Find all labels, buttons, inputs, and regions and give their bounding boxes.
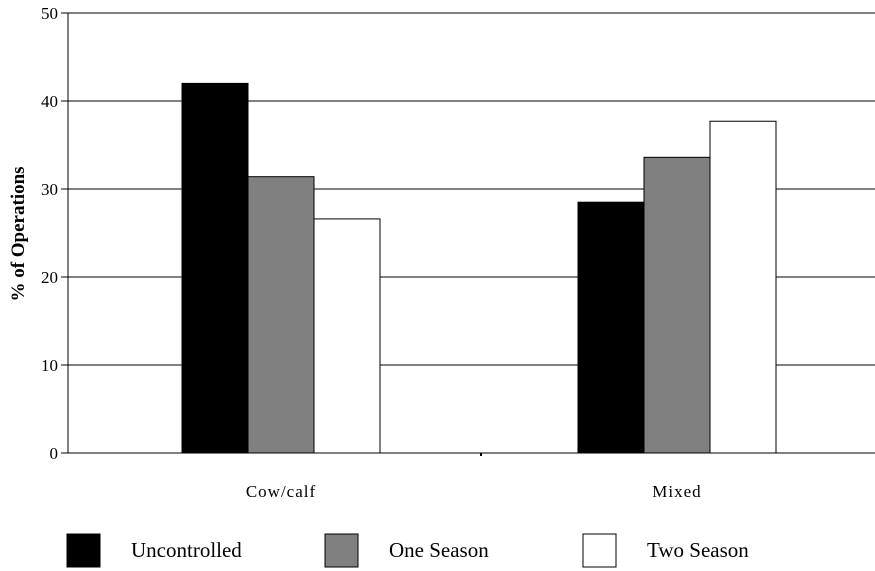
legend-item-uncontrolled: Uncontrolled: [66, 533, 242, 568]
y-tick-label: 50: [41, 4, 58, 23]
legend-item-two-season: Two Season: [582, 533, 749, 568]
x-tick-label: Mixed: [652, 482, 701, 501]
bar-uncontrolled-mixed: [577, 201, 645, 454]
y-axis-title: % of Operations: [8, 166, 29, 301]
legend-label: One Season: [389, 538, 489, 562]
bars: [181, 82, 777, 454]
legend-label: Two Season: [647, 538, 749, 562]
y-tick-label: 0: [50, 444, 59, 463]
legend-swatch: [582, 533, 617, 568]
legend-item-one-season: One Season: [324, 533, 489, 568]
legend: Uncontrolled One Season Two Season: [66, 533, 749, 568]
x-axis-ticks: Cow/calf Mixed: [246, 453, 701, 501]
y-tick-label: 10: [41, 356, 58, 375]
y-axis-ticks: 0 10 20 30 40 50: [41, 4, 68, 463]
bar-one-season-mixed: [643, 156, 711, 454]
bar-one-season-cow-calf: [247, 176, 315, 454]
legend-swatch: [324, 533, 359, 568]
y-tick-label: 30: [41, 180, 58, 199]
bar-two-season-mixed: [709, 120, 777, 454]
bar-two-season-cow-calf: [313, 218, 381, 454]
legend-label: Uncontrolled: [131, 538, 242, 562]
bar-uncontrolled-cow-calf: [181, 82, 249, 454]
y-tick-label: 40: [41, 92, 58, 111]
x-tick-label: Cow/calf: [246, 482, 316, 501]
y-tick-label: 20: [41, 268, 58, 287]
legend-swatch: [66, 533, 101, 568]
